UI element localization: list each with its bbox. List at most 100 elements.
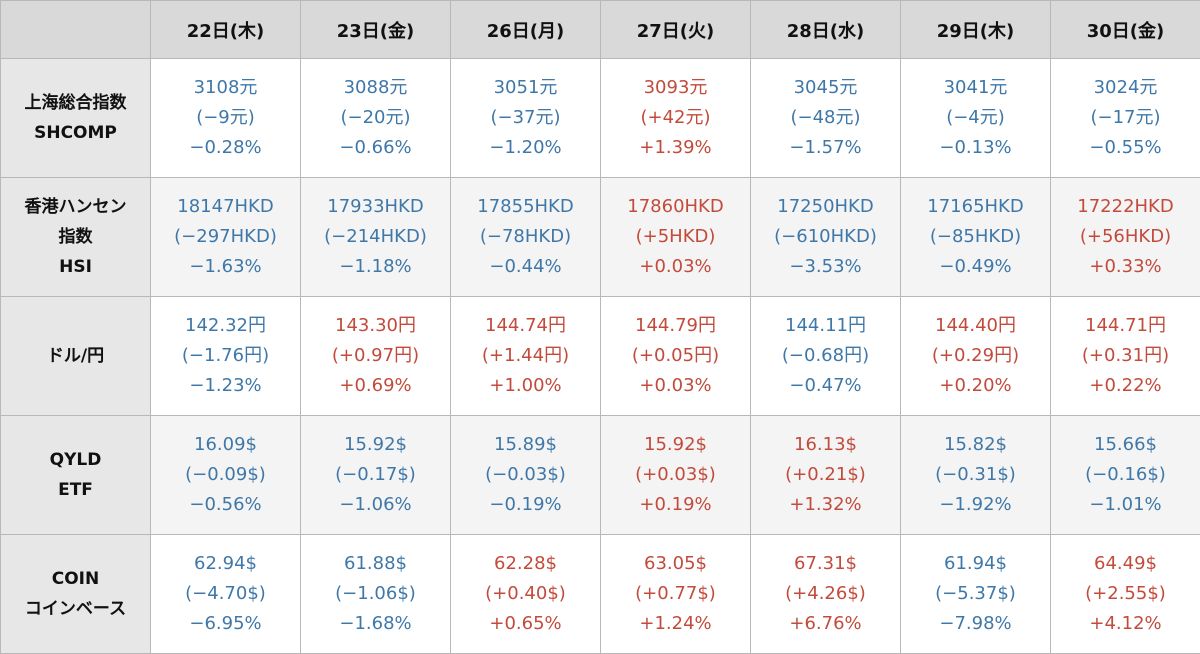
change-percent: −0.19%	[489, 494, 562, 515]
price-value: 3041元	[943, 77, 1008, 98]
date-header: 29日(木)	[900, 0, 1051, 59]
value-cell: 3108元 (−9元) −0.28%	[150, 58, 301, 178]
change-percent: −1.23%	[189, 375, 262, 396]
change-percent: +0.03%	[639, 256, 712, 277]
value-cell: 3045元 (−48元) −1.57%	[750, 58, 901, 178]
price-value: 17860HKD	[627, 196, 724, 217]
change-percent: +0.65%	[489, 613, 562, 634]
change-amount: (−610HKD)	[774, 226, 877, 247]
price-value: 144.71円	[1085, 315, 1166, 336]
change-amount: (−0.09$)	[185, 464, 266, 485]
change-percent: +0.19%	[639, 494, 712, 515]
change-percent: +4.12%	[1089, 613, 1162, 634]
change-amount: (−20元)	[340, 107, 411, 128]
row-label: COIN コインベース	[0, 534, 151, 654]
change-percent: +0.33%	[1089, 256, 1162, 277]
change-amount: (+4.26$)	[785, 583, 866, 604]
value-cell: 67.31$ (+4.26$) +6.76%	[750, 534, 901, 654]
change-percent: −0.55%	[1089, 137, 1162, 158]
price-value: 16.09$	[194, 434, 257, 455]
price-value: 61.94$	[944, 553, 1007, 574]
value-cell: 62.28$ (+0.40$) +0.65%	[450, 534, 601, 654]
change-amount: (−48元)	[790, 107, 861, 128]
change-percent: −0.66%	[339, 137, 412, 158]
price-value: 15.66$	[1094, 434, 1157, 455]
date-header: 28日(水)	[750, 0, 901, 59]
change-percent: +1.24%	[639, 613, 712, 634]
price-value: 15.92$	[644, 434, 707, 455]
price-value: 17222HKD	[1077, 196, 1174, 217]
change-amount: (−5.37$)	[935, 583, 1016, 604]
header-row: 22日(木) 23日(金) 26日(月) 27日(火) 28日(水) 29日(木…	[0, 0, 1200, 59]
change-amount: (+0.21$)	[785, 464, 866, 485]
price-value: 143.30円	[335, 315, 416, 336]
change-percent: +0.03%	[639, 375, 712, 396]
price-value: 144.11円	[785, 315, 866, 336]
value-cell: 17933HKD (−214HKD) −1.18%	[300, 177, 451, 297]
value-cell: 142.32円 (−1.76円) −1.23%	[150, 296, 301, 416]
change-amount: (−37元)	[490, 107, 561, 128]
value-cell: 62.94$ (−4.70$) −6.95%	[150, 534, 301, 654]
change-amount: (−0.16$)	[1085, 464, 1166, 485]
row-label-line: QYLD	[49, 450, 102, 470]
value-cell: 17855HKD (−78HKD) −0.44%	[450, 177, 601, 297]
change-amount: (+0.03$)	[635, 464, 716, 485]
change-amount: (+2.55$)	[1085, 583, 1166, 604]
price-value: 17933HKD	[327, 196, 424, 217]
change-amount: (+0.05円)	[631, 345, 720, 366]
price-value: 3024元	[1093, 77, 1158, 98]
row-label: 香港ハンセン 指数 HSI	[0, 177, 151, 297]
value-cell: 144.11円 (−0.68円) −0.47%	[750, 296, 901, 416]
row-label-line: 香港ハンセン	[24, 197, 127, 217]
change-percent: −1.06%	[339, 494, 412, 515]
change-amount: (−214HKD)	[324, 226, 427, 247]
change-amount: (−1.76円)	[181, 345, 270, 366]
date-header: 27日(火)	[600, 0, 751, 59]
date-header: 23日(金)	[300, 0, 451, 59]
price-value: 17855HKD	[477, 196, 574, 217]
change-amount: (−4.70$)	[185, 583, 266, 604]
row-label-line: コインベース	[24, 599, 127, 619]
value-cell: 16.13$ (+0.21$) +1.32%	[750, 415, 901, 535]
table-row: QYLD ETF 16.09$ (−0.09$) −0.56% 15.92$ (−0.17$…	[0, 415, 1200, 535]
row-label-line: SHCOMP	[34, 123, 117, 143]
change-percent: −1.18%	[339, 256, 412, 277]
change-percent: −1.20%	[489, 137, 562, 158]
value-cell: 15.89$ (−0.03$) −0.19%	[450, 415, 601, 535]
price-value: 67.31$	[794, 553, 857, 574]
value-cell: 144.40円 (+0.29円) +0.20%	[900, 296, 1051, 416]
change-percent: −1.57%	[789, 137, 862, 158]
row-label: QYLD ETF	[0, 415, 151, 535]
value-cell: 64.49$ (+2.55$) +4.12%	[1050, 534, 1200, 654]
change-amount: (+0.77$)	[635, 583, 716, 604]
value-cell: 143.30円 (+0.97円) +0.69%	[300, 296, 451, 416]
change-percent: −6.95%	[189, 613, 262, 634]
value-cell: 61.94$ (−5.37$) −7.98%	[900, 534, 1051, 654]
value-cell: 144.71円 (+0.31円) +0.22%	[1050, 296, 1200, 416]
change-percent: −0.13%	[939, 137, 1012, 158]
change-amount: (−85HKD)	[929, 226, 1022, 247]
row-label-line: 指数	[58, 227, 93, 247]
value-cell: 3041元 (−4元) −0.13%	[900, 58, 1051, 178]
price-value: 144.74円	[485, 315, 566, 336]
table-row: 上海総合指数 SHCOMP 3108元 (−9元) −0.28% 3088元 (−20元) −…	[0, 58, 1200, 178]
price-value: 3108元	[193, 77, 258, 98]
change-amount: (−17元)	[1090, 107, 1161, 128]
value-cell: 3093元 (+42元) +1.39%	[600, 58, 751, 178]
price-value: 3051元	[493, 77, 558, 98]
price-value: 15.92$	[344, 434, 407, 455]
value-cell: 61.88$ (−1.06$) −1.68%	[300, 534, 451, 654]
date-header: 22日(木)	[150, 0, 301, 59]
table-body: 上海総合指数 SHCOMP 3108元 (−9元) −0.28% 3088元 (−20元) −…	[0, 58, 1200, 654]
value-cell: 15.92$ (−0.17$) −1.06%	[300, 415, 451, 535]
change-amount: (+0.40$)	[485, 583, 566, 604]
value-cell: 15.66$ (−0.16$) −1.01%	[1050, 415, 1200, 535]
value-cell: 3051元 (−37元) −1.20%	[450, 58, 601, 178]
price-value: 63.05$	[644, 553, 707, 574]
row-label: ドル/円	[0, 296, 151, 416]
price-value: 16.13$	[794, 434, 857, 455]
value-cell: 144.79円 (+0.05円) +0.03%	[600, 296, 751, 416]
price-value: 3045元	[793, 77, 858, 98]
row-label-line: ドル/円	[46, 346, 105, 366]
